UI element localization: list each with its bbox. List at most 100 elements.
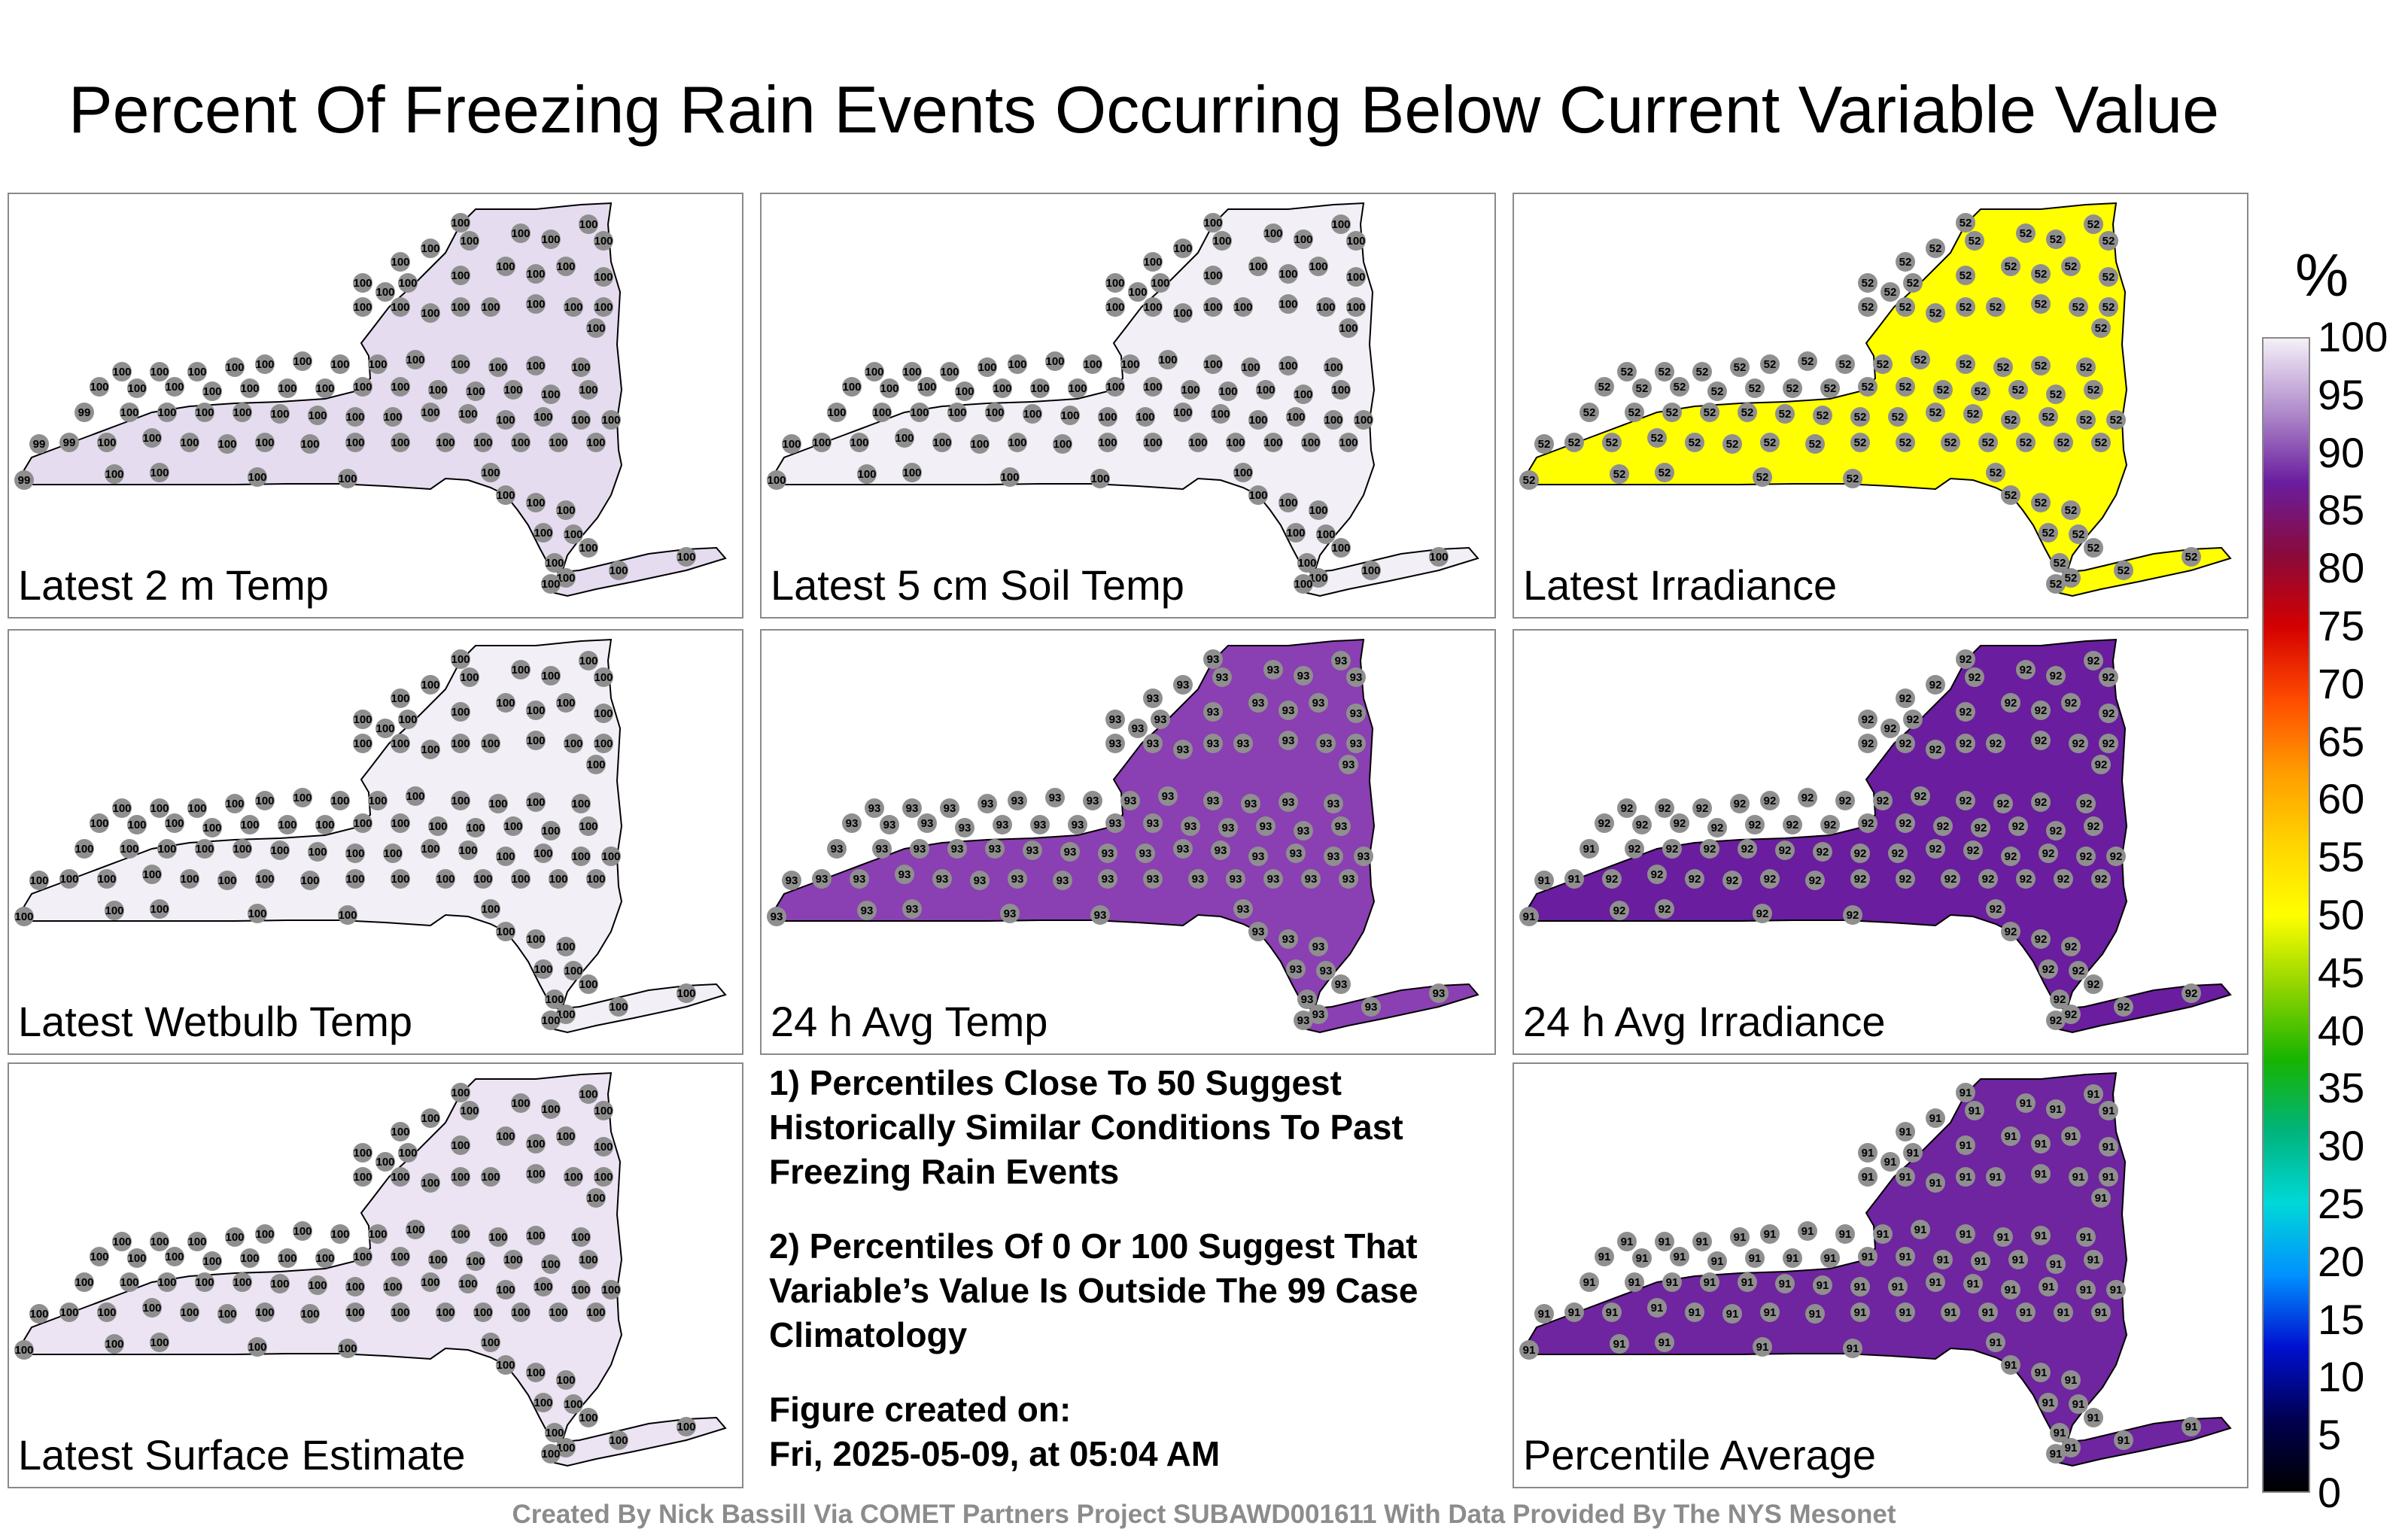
station-marker: 52 — [2091, 433, 2111, 452]
svg-text:52: 52 — [2012, 384, 2025, 397]
station-marker: 100 — [150, 899, 169, 919]
svg-text:52: 52 — [1523, 474, 1536, 487]
station-marker: 100 — [14, 907, 34, 926]
station-marker: 100 — [594, 1167, 613, 1187]
svg-text:92: 92 — [1944, 873, 1957, 886]
station-marker: 100 — [240, 378, 260, 398]
station-marker: 91 — [2181, 1417, 2201, 1436]
station-marker: 93 — [1263, 869, 1283, 889]
station-marker: 52 — [2046, 229, 2066, 249]
station-marker: 100 — [451, 734, 470, 753]
station-marker: 100 — [541, 821, 561, 840]
svg-text:100: 100 — [112, 366, 131, 378]
panel-label: Latest 2 m Temp — [18, 561, 329, 609]
colorbar-tick: 20 — [2318, 1237, 2365, 1285]
svg-text:93: 93 — [1433, 987, 1446, 1000]
svg-text:100: 100 — [353, 713, 372, 726]
station-marker: 93 — [1346, 704, 1366, 723]
station-marker: 100 — [248, 467, 267, 487]
station-marker: 100 — [594, 267, 613, 287]
svg-text:100: 100 — [428, 1254, 447, 1266]
svg-text:91: 91 — [1734, 1231, 1747, 1244]
svg-text:93: 93 — [1102, 873, 1114, 886]
svg-text:100: 100 — [451, 1139, 470, 1152]
svg-text:91: 91 — [2050, 1448, 2063, 1461]
colorbar-tick: 30 — [2318, 1122, 2365, 1170]
colorbar-tick: 50 — [2318, 891, 2365, 938]
svg-text:100: 100 — [451, 1171, 470, 1184]
station-marker: 93 — [1331, 651, 1351, 670]
station-marker: 91 — [1745, 1248, 1765, 1268]
station-marker: 93 — [1316, 961, 1336, 980]
svg-text:100: 100 — [1248, 414, 1267, 427]
svg-text:100: 100 — [503, 1254, 522, 1266]
station-marker: 100 — [556, 693, 576, 713]
station-marker: 100 — [511, 869, 531, 889]
svg-text:92: 92 — [2005, 850, 2017, 863]
station-marker: 100 — [1309, 257, 1328, 276]
svg-text:92: 92 — [1960, 653, 1972, 666]
svg-text:100: 100 — [1098, 436, 1117, 449]
svg-text:100: 100 — [586, 436, 605, 449]
station-marker: 52 — [2061, 500, 2081, 520]
svg-text:100: 100 — [451, 358, 470, 371]
station-marker: 100 — [579, 1408, 598, 1427]
svg-text:100: 100 — [534, 411, 552, 424]
svg-text:100: 100 — [594, 1105, 613, 1117]
svg-text:52: 52 — [1990, 467, 2002, 479]
svg-text:100: 100 — [609, 1001, 628, 1014]
station-marker: 100 — [90, 377, 109, 397]
station-marker: 100 — [436, 869, 455, 889]
svg-text:52: 52 — [1847, 473, 1859, 485]
svg-text:100: 100 — [541, 1014, 560, 1027]
svg-text:91: 91 — [1756, 1341, 1769, 1354]
svg-text:100: 100 — [1181, 384, 1199, 397]
station-marker: 100 — [503, 816, 523, 836]
svg-text:100: 100 — [496, 1359, 515, 1372]
station-marker: 100 — [105, 901, 124, 920]
svg-text:92: 92 — [1651, 868, 1664, 881]
station-marker: 91 — [2084, 1084, 2103, 1104]
station-marker: 91 — [1700, 1272, 1719, 1292]
station-marker: 100 — [601, 847, 621, 866]
station-marker: 100 — [120, 839, 139, 859]
station-marker: 93 — [1301, 869, 1321, 889]
svg-text:92: 92 — [2035, 704, 2048, 717]
station-marker: 91 — [1692, 1232, 1712, 1251]
svg-text:52: 52 — [1967, 408, 1980, 421]
station-marker: 91 — [1888, 1277, 1908, 1296]
station-marker: 52 — [2016, 223, 2036, 243]
svg-text:93: 93 — [1124, 795, 1137, 807]
svg-text:100: 100 — [511, 664, 530, 676]
svg-text:100: 100 — [594, 671, 613, 684]
station-marker: 100 — [902, 463, 922, 482]
station-marker: 100 — [1324, 410, 1343, 430]
colorbar-tick: 90 — [2318, 428, 2365, 476]
station-marker: 92 — [1843, 905, 1862, 925]
panel-label: 24 h Avg Temp — [771, 998, 1048, 1045]
svg-text:91: 91 — [1944, 1306, 1957, 1319]
svg-text:92: 92 — [1854, 873, 1867, 886]
svg-text:52: 52 — [1606, 436, 1619, 449]
svg-text:91: 91 — [1636, 1252, 1649, 1265]
svg-text:93: 93 — [1327, 850, 1340, 863]
svg-text:52: 52 — [2072, 528, 2085, 541]
svg-text:92: 92 — [1862, 737, 1874, 750]
station-marker: 100 — [217, 1304, 237, 1324]
station-marker: 99 — [74, 403, 94, 422]
svg-text:93: 93 — [1184, 820, 1197, 833]
svg-text:52: 52 — [1689, 436, 1701, 449]
station-marker: 100 — [353, 813, 372, 833]
svg-text:100: 100 — [1090, 473, 1109, 485]
svg-text:100: 100 — [571, 414, 590, 427]
svg-text:100: 100 — [1286, 527, 1305, 540]
svg-text:100: 100 — [1248, 489, 1267, 502]
svg-text:91: 91 — [2110, 1284, 2123, 1296]
svg-text:92: 92 — [1674, 817, 1686, 830]
svg-text:52: 52 — [1839, 358, 1852, 371]
station-marker: 100 — [541, 1254, 561, 1274]
svg-text:100: 100 — [383, 847, 402, 860]
svg-text:100: 100 — [564, 301, 582, 314]
svg-text:91: 91 — [1899, 1251, 1912, 1263]
svg-text:100: 100 — [1105, 301, 1124, 314]
